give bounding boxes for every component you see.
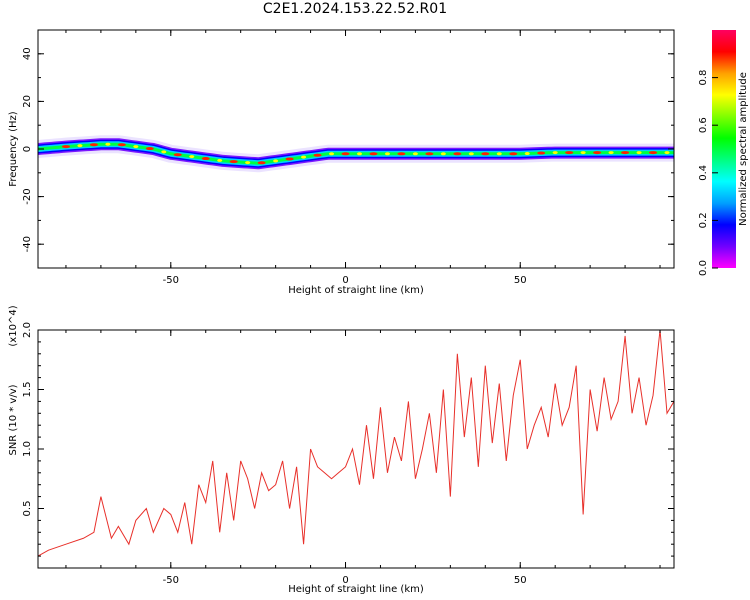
spectrogram-peak: [61, 145, 70, 149]
snr-ylabel: SNR (10 * v/v): [8, 384, 19, 455]
colorbar-tick-label: 0.6: [698, 117, 709, 133]
snr-frame: [37, 329, 675, 569]
spectrogram-peak: [621, 151, 630, 155]
spectrogram-peak: [313, 153, 322, 157]
spectrogram-peak: [664, 151, 670, 155]
spectrogram-ytick-label: 0: [22, 146, 33, 152]
spectrogram-peak: [593, 151, 602, 155]
snr-panel: -50 0 50 0.5 1.0 1.5 2.0 Height of straight li…: [8, 305, 675, 595]
spectrogram-peak: [397, 152, 406, 156]
spectrogram-peak: [77, 144, 83, 148]
spectrogram-peak: [636, 151, 642, 155]
spectrogram-peak: [524, 152, 530, 156]
spectrogram-peak: [384, 152, 390, 156]
colorbar-tick-label: 0.8: [698, 70, 709, 86]
spectrogram-ticks: -50 0 50 -40 -20 0 20 40: [22, 29, 674, 286]
spectrogram-peak: [301, 155, 307, 159]
spectrogram-peak: [201, 157, 210, 161]
spectrogram-peak: [468, 152, 474, 156]
spectrogram-peak: [565, 151, 574, 155]
spectrogram-peak: [649, 151, 658, 155]
spectrogram-ytick-label: -40: [22, 236, 33, 252]
spectrogram-peak: [133, 145, 139, 149]
spectrogram-peak: [173, 153, 182, 157]
spectrogram-peak: [412, 152, 418, 156]
spectrogram-peak: [229, 160, 238, 164]
spectrogram-peak: [217, 158, 223, 162]
snr-xtick-label: 0: [342, 575, 348, 586]
snr-xlabel: Height of straight line (km): [288, 584, 424, 595]
spectrogram-xlabel: Height of straight line (km): [288, 285, 424, 296]
snr-ytick-label: 2.0: [22, 322, 33, 338]
spectrogram-xtick-label: 50: [514, 275, 527, 286]
spectrogram-peak: [369, 152, 378, 156]
colorbar-tick-label: 0.4: [698, 165, 709, 181]
colorbar-label: Normalized spectral amplitude: [738, 72, 749, 226]
spectrogram-peak: [608, 151, 614, 155]
spectrogram-peak: [161, 150, 167, 154]
spectrogram-peak: [273, 159, 279, 163]
spectrogram-peak: [89, 143, 98, 147]
colorbar-tick-label: 0.2: [698, 212, 709, 228]
colorbar-tick-label: 0.0: [698, 260, 709, 276]
page-title: C2E1.2024.153.22.52.R01: [262, 1, 448, 17]
spectrogram-marks: [38, 135, 674, 173]
spectrogram-panel: -50 0 50 -40 -20 0 20 40 Height of straight lin…: [8, 29, 675, 296]
spectrogram-peak: [341, 152, 350, 156]
spectrogram-ytick-label: -20: [22, 188, 33, 204]
colorbar-bar: [712, 30, 736, 268]
spectrogram-xtick-label: 0: [342, 275, 348, 286]
spectrogram-peak: [580, 151, 586, 155]
snr-multiplier: (x10^4): [8, 305, 19, 346]
spectrogram-peak: [257, 161, 266, 165]
snr-marks: [38, 330, 674, 557]
colorbar: 0.0 0.2 0.4 0.6 0.8 Normalized spectral ampl…: [698, 30, 749, 276]
spectrogram-ytick-label: 40: [22, 47, 33, 60]
spectrogram-peak: [440, 152, 446, 156]
spectrogram-peak: [425, 152, 434, 156]
spectrogram-peak: [245, 161, 251, 165]
spectrogram-peak: [145, 147, 154, 151]
snr-xtick-label: -50: [163, 575, 179, 586]
spectrogram-peak: [189, 155, 195, 159]
snr-ytick-label: 1.5: [22, 382, 33, 398]
spectrogram-xtick-label: -50: [163, 275, 179, 286]
spectrogram-peak: [496, 152, 502, 156]
spectrogram-peak: [509, 152, 518, 156]
spectrogram-peak: [105, 142, 111, 146]
spectrogram-peak: [537, 151, 546, 155]
colorbar-ticks: 0.0 0.2 0.4 0.6 0.8: [698, 70, 718, 276]
snr-ticks: -50 0 50 0.5 1.0 1.5 2.0: [22, 322, 674, 586]
snr-ytick-label: 0.5: [22, 501, 33, 517]
spectrogram-peak: [481, 152, 490, 156]
spectrogram-peak: [285, 157, 294, 161]
spectrogram-peak: [117, 143, 126, 147]
spectrogram-peak: [552, 151, 558, 155]
spectrogram-ytick-label: 20: [22, 95, 33, 108]
spectrogram-peak: [453, 152, 462, 156]
snr-series-line: [38, 330, 674, 557]
snr-ytick-label: 1.0: [22, 441, 33, 457]
snr-xtick-label: 50: [514, 575, 527, 586]
spectrogram-ylabel: Frequency (Hz): [8, 111, 19, 187]
spectrogram-peak: [356, 152, 362, 156]
spectrogram-peak: [329, 152, 335, 156]
